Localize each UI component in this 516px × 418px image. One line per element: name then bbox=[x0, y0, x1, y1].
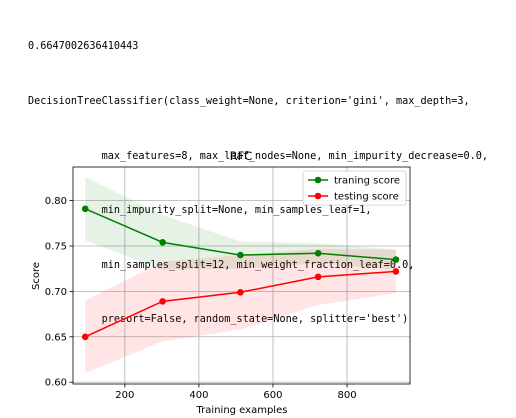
y-tick-label: 0.65 bbox=[45, 332, 67, 343]
classifier-repr-line-4: min_samples_split=12, min_weight_fractio… bbox=[28, 259, 415, 271]
y-axis-label: Score bbox=[31, 262, 42, 290]
traning-score-point bbox=[159, 239, 166, 246]
legend-box bbox=[302, 170, 407, 206]
legend-marker bbox=[314, 176, 322, 184]
score-output-line: 0.6647002636410443 bbox=[28, 41, 139, 53]
testing-score-point bbox=[314, 273, 322, 281]
legend-label: traning score bbox=[334, 176, 400, 187]
testing-score-band bbox=[85, 248, 396, 374]
legend-label: testing score bbox=[334, 192, 399, 203]
traning-score-point bbox=[314, 249, 322, 257]
traning-score-point bbox=[392, 256, 400, 263]
x-tick-label: 600 bbox=[263, 390, 282, 401]
classifier-repr-line-3: min_impurity_split=None, min_samples_lea… bbox=[28, 205, 372, 217]
testing-score-point bbox=[237, 288, 244, 296]
classifier-repr-line-1: DecisionTreeClassifier(class_weight=None… bbox=[28, 96, 470, 108]
testing-score-point bbox=[81, 333, 89, 341]
traning-score-band bbox=[85, 176, 396, 270]
plot-frame bbox=[72, 166, 411, 385]
y-tick-label: 0.75 bbox=[45, 241, 67, 252]
y-tick-label: 0.70 bbox=[45, 287, 67, 298]
y-tick-label: 0.60 bbox=[45, 378, 67, 389]
y-tick-label: 0.80 bbox=[45, 196, 67, 207]
x-axis-label: Training examples bbox=[196, 405, 288, 416]
x-tick-label: 200 bbox=[115, 390, 134, 401]
classifier-repr-line-2: max_features=8, max_leaf_nodes=None, min… bbox=[28, 150, 489, 162]
traning-score-point bbox=[237, 251, 244, 259]
testing-score-point bbox=[159, 298, 166, 305]
legend: traning score testing score bbox=[302, 170, 407, 206]
testing-score-point bbox=[392, 268, 400, 275]
x-tick-label: 400 bbox=[189, 390, 208, 401]
classifier-repr-line-5: presort=False, random_state=None, splitt… bbox=[28, 314, 409, 326]
legend-marker bbox=[314, 192, 322, 200]
traning-score-point bbox=[81, 205, 89, 213]
console-output: 0.6647002636410443 DecisionTreeClassifie… bbox=[28, 2, 488, 348]
chart-title: RFC bbox=[230, 149, 253, 163]
x-tick-label: 800 bbox=[337, 390, 356, 401]
